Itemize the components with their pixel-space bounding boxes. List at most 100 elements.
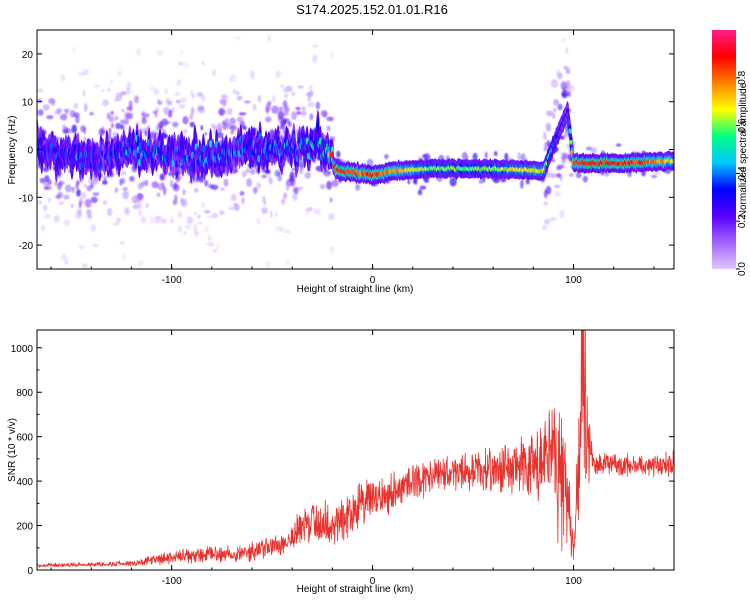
y-tick-label: 200	[16, 522, 33, 533]
noise-blob	[37, 109, 44, 116]
noise-blob	[120, 119, 124, 124]
x-tick-label: -100	[162, 576, 182, 587]
noise-blob	[271, 105, 279, 114]
noise-blob	[575, 172, 582, 179]
noise-blob	[66, 128, 72, 134]
noise-blob	[163, 106, 170, 115]
noise-blob	[150, 219, 154, 226]
noise-blob	[90, 196, 98, 204]
noise-blob	[120, 91, 127, 96]
ridge-cell	[105, 141, 109, 149]
snr-panel: -100 0 100 0 200 400 600 800 1000 Height of str…	[7, 329, 675, 595]
noise-blob	[83, 184, 87, 188]
noise-blob	[182, 61, 190, 69]
noise-blob	[98, 128, 105, 136]
noise-blob	[46, 115, 54, 120]
noise-blob	[122, 252, 126, 262]
noise-blob	[250, 70, 255, 80]
noise-blob	[103, 175, 107, 181]
noise-blob	[228, 206, 235, 211]
noise-blob	[101, 88, 105, 93]
noise-blob	[281, 199, 285, 205]
noise-blob	[112, 131, 119, 137]
noise-blob	[140, 216, 147, 224]
colorbar-label: Normalized spectral amplitude	[738, 82, 749, 217]
noise-blob	[220, 187, 225, 191]
noise-blob	[265, 103, 271, 112]
noise-blob	[156, 192, 161, 197]
noise-blob	[204, 179, 209, 187]
noise-blob	[114, 115, 119, 121]
noise-blob	[177, 167, 183, 175]
noise-blob	[83, 103, 88, 112]
noise-blob	[218, 128, 222, 135]
noise-blob	[37, 88, 44, 93]
noise-blob	[281, 118, 286, 128]
noise-blob	[224, 118, 230, 126]
y-tick-label: 800	[16, 388, 33, 399]
noise-blob	[274, 169, 281, 178]
noise-blob	[84, 198, 92, 208]
noise-blob	[142, 127, 150, 134]
noise-blob	[76, 180, 80, 186]
noise-blob	[80, 192, 87, 199]
noise-blob	[60, 253, 68, 261]
noise-blob	[197, 221, 204, 225]
noise-blob	[195, 231, 201, 235]
noise-blob	[253, 187, 258, 194]
noise-blob	[322, 111, 328, 118]
noise-blob	[264, 116, 272, 123]
noise-blob	[71, 186, 75, 193]
colorbar-tick-label: 0.8	[737, 70, 748, 84]
noise-blob	[86, 213, 93, 220]
snr-plot-area	[37, 330, 674, 570]
noise-blob	[261, 169, 269, 173]
noise-blob	[219, 99, 225, 103]
y-tick-label: 20	[22, 50, 34, 61]
noise-blob	[461, 151, 468, 161]
colorbar-tick-label: 0.2	[737, 214, 748, 228]
noise-blob	[110, 110, 114, 115]
noise-blob	[230, 194, 237, 202]
noise-blob	[561, 37, 566, 44]
noise-blob	[312, 44, 319, 48]
noise-blob	[186, 216, 194, 225]
noise-blob	[206, 215, 213, 219]
x-tick-label: 100	[565, 275, 582, 286]
noise-blob	[201, 202, 205, 208]
x-tick-label: -100	[162, 275, 182, 286]
noise-blob	[230, 124, 237, 131]
noise-blob	[108, 115, 115, 123]
noise-blob	[241, 170, 247, 178]
noise-blob	[291, 91, 296, 96]
noise-blob	[194, 188, 199, 193]
noise-blob	[243, 100, 251, 104]
noise-blob	[86, 185, 92, 192]
noise-blob	[230, 130, 234, 135]
noise-blob	[407, 179, 410, 185]
noise-blob	[156, 50, 164, 56]
ridge-cell	[257, 154, 261, 163]
noise-blob	[107, 86, 111, 93]
noise-blob	[183, 231, 187, 236]
noise-blob	[236, 91, 240, 96]
noise-blob	[47, 98, 55, 104]
noise-blob	[261, 207, 268, 215]
noise-blob	[478, 179, 483, 184]
noise-blob	[131, 195, 139, 204]
noise-blob	[134, 95, 139, 104]
noise-blob	[114, 187, 119, 194]
noise-blob	[121, 108, 125, 113]
noise-blob	[313, 208, 321, 215]
noise-blob	[94, 84, 101, 88]
noise-blob	[284, 93, 288, 99]
noise-blob	[60, 114, 68, 121]
noise-blob	[174, 92, 181, 96]
noise-blob	[326, 125, 331, 132]
noise-blob	[137, 202, 142, 210]
noise-blob	[282, 87, 290, 93]
noise-blob	[172, 121, 179, 128]
noise-blob	[102, 200, 108, 205]
noise-blob	[177, 210, 182, 219]
